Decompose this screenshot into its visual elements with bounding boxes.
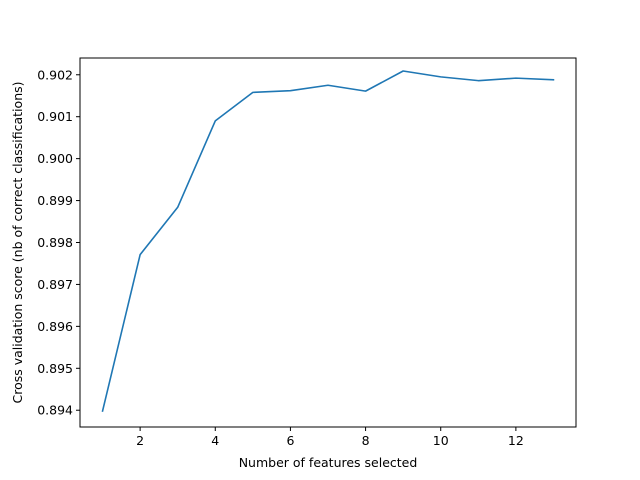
- x-axis-ticks: 2 4 6 8 10 12: [136, 427, 524, 448]
- x-tick-label: 8: [362, 433, 370, 448]
- x-tick-label: 10: [433, 433, 449, 448]
- x-tick-label: 2: [136, 433, 144, 448]
- y-tick-label: 0.898: [37, 235, 73, 250]
- plot-area: [101, 70, 555, 413]
- x-axis-label: Number of features selected: [239, 455, 418, 470]
- y-axis-ticks: 0.894 0.895 0.896 0.897 0.898 0.899 0.900 0.901…: [37, 67, 80, 418]
- x-tick-label: 4: [211, 433, 219, 448]
- y-tick-label: 0.896: [37, 319, 73, 334]
- x-tick-label: 6: [286, 433, 294, 448]
- y-tick-label: 0.897: [37, 277, 73, 292]
- y-tick-label: 0.902: [37, 67, 73, 82]
- axes-frame: [79, 57, 577, 428]
- x-tick-label: 12: [508, 433, 524, 448]
- y-axis-label: Cross validation score (nb of correct cl…: [10, 81, 25, 403]
- y-tick-label: 0.901: [37, 109, 73, 124]
- y-tick-label: 0.895: [37, 361, 73, 376]
- y-tick-label: 0.899: [37, 193, 73, 208]
- y-tick-label: 0.894: [37, 403, 73, 418]
- y-tick-label: 0.900: [37, 151, 73, 166]
- series-line: [101, 70, 555, 413]
